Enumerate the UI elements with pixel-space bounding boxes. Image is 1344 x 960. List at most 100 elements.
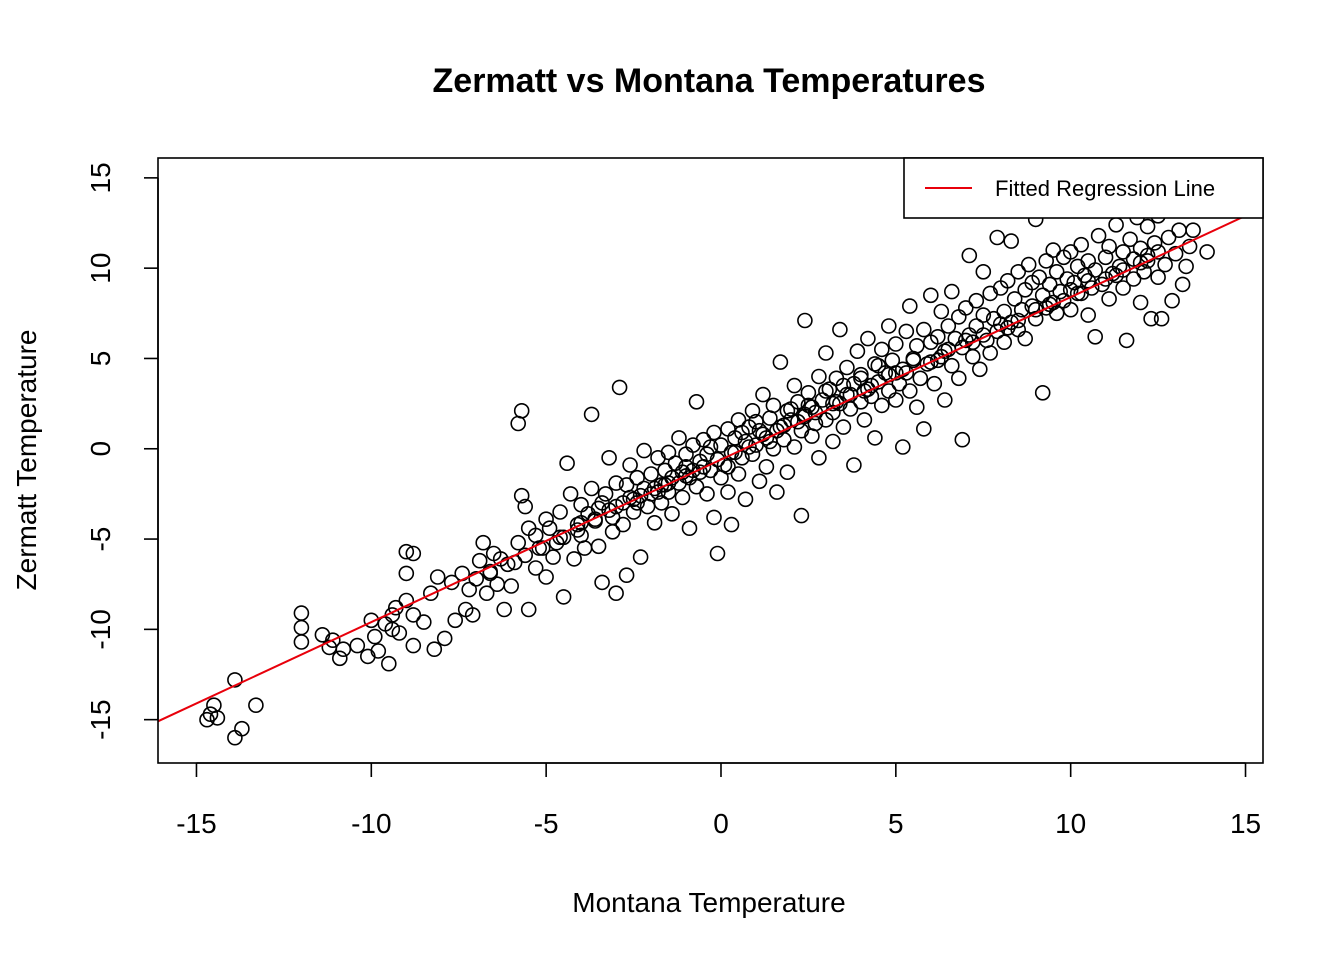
data-point [1087, 328, 1103, 345]
data-point [975, 307, 992, 323]
data-point [632, 549, 649, 565]
data-point [839, 359, 855, 376]
data-point [737, 491, 754, 508]
data-point [1097, 249, 1114, 266]
data-point [765, 440, 782, 457]
data-point [1150, 244, 1166, 260]
data-point [538, 511, 554, 528]
data-point [646, 514, 663, 531]
data-point [853, 366, 869, 383]
data-point [1160, 229, 1177, 246]
y-tick-label: 5 [85, 351, 116, 367]
data-point [915, 321, 932, 338]
data-point [961, 247, 978, 264]
data-point [1020, 256, 1037, 273]
data-point [772, 354, 789, 370]
data-point [1146, 235, 1163, 251]
data-point [964, 348, 981, 365]
data-point [898, 323, 915, 340]
data-point [1080, 253, 1096, 269]
data-point [597, 486, 614, 502]
data-point [664, 505, 680, 522]
data-point [293, 605, 310, 621]
data-point [926, 375, 943, 392]
data-point [713, 437, 729, 453]
x-tick-label: 10 [1055, 808, 1086, 839]
data-point [681, 520, 698, 537]
data-point [1136, 263, 1152, 280]
data-point [1139, 218, 1156, 235]
data-point [748, 413, 764, 430]
data-point [545, 549, 561, 565]
data-point [573, 496, 589, 513]
data-point [744, 446, 761, 463]
data-point [940, 318, 957, 334]
data-point [674, 464, 691, 481]
data-point [873, 397, 890, 414]
data-point [636, 442, 652, 459]
data-point [660, 484, 677, 500]
data-point [887, 365, 904, 381]
data-point [674, 489, 691, 506]
data-point [769, 484, 785, 500]
data-point [482, 563, 499, 580]
y-tick-label: -5 [85, 527, 116, 552]
data-point [730, 412, 747, 428]
data-point [1125, 271, 1142, 287]
y-axis: -15 -10 -5 0 5 10 15 [85, 162, 159, 740]
data-point [464, 607, 481, 623]
data-point [741, 439, 757, 455]
data-point [660, 444, 677, 461]
data-point [625, 504, 642, 520]
data-point [758, 430, 775, 446]
data-point [1164, 292, 1180, 309]
data-point [468, 570, 485, 587]
data-point [933, 303, 950, 320]
data-point [1038, 253, 1054, 269]
data-point [943, 283, 960, 300]
data-point [583, 480, 600, 497]
data-point [786, 377, 803, 394]
data-point [936, 392, 953, 408]
data-point [688, 393, 705, 410]
data-point [957, 300, 974, 316]
data-point [1006, 291, 1023, 307]
data-point [860, 330, 876, 347]
data-point [867, 430, 883, 446]
data-point [842, 386, 859, 403]
data-point [835, 419, 852, 435]
data-point [324, 632, 341, 649]
data-point [1153, 310, 1170, 327]
data-point [513, 487, 530, 504]
data-point [898, 365, 915, 381]
data-point [1122, 231, 1138, 248]
data-point [870, 357, 887, 374]
data-point [1178, 258, 1194, 275]
data-point [604, 523, 621, 540]
data-point [1115, 244, 1131, 260]
data-point [765, 397, 782, 414]
data-point [901, 298, 918, 314]
y-tick-label: -10 [85, 609, 116, 649]
data-point [793, 507, 810, 524]
data-point [849, 343, 866, 360]
data-point [873, 341, 890, 358]
data-point [758, 458, 775, 475]
data-point [1034, 384, 1051, 401]
data-point [929, 328, 946, 345]
data-point [559, 455, 575, 472]
data-point [1038, 300, 1054, 316]
data-point [1132, 294, 1149, 311]
data-point [912, 370, 929, 387]
data-point [1062, 244, 1079, 260]
data-point [1150, 269, 1166, 286]
data-point [618, 567, 635, 584]
data-point [499, 556, 516, 573]
data-point [601, 449, 617, 466]
data-point [1031, 269, 1047, 286]
data-point [954, 431, 971, 448]
data-point [856, 383, 873, 399]
data-point [594, 574, 610, 591]
data-point [950, 370, 967, 387]
